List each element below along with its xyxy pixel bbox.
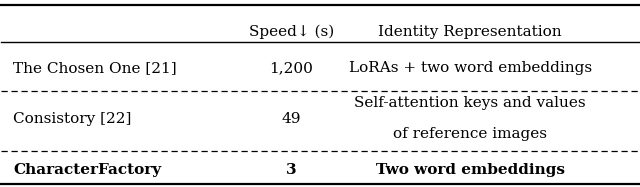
Text: CharacterFactory: CharacterFactory	[13, 163, 161, 177]
Text: Identity Representation: Identity Representation	[378, 25, 562, 39]
Text: Speed↓ (s): Speed↓ (s)	[248, 25, 334, 39]
Text: 1,200: 1,200	[269, 62, 313, 75]
Text: Self-attention keys and values: Self-attention keys and values	[355, 96, 586, 110]
Text: of reference images: of reference images	[393, 127, 547, 141]
Text: 3: 3	[286, 163, 296, 177]
Text: Consistory [22]: Consistory [22]	[13, 112, 132, 125]
Text: Two word embeddings: Two word embeddings	[376, 163, 564, 177]
Text: LoRAs + two word embeddings: LoRAs + two word embeddings	[349, 62, 591, 75]
Text: The Chosen One [21]: The Chosen One [21]	[13, 62, 177, 75]
Text: 49: 49	[282, 112, 301, 125]
